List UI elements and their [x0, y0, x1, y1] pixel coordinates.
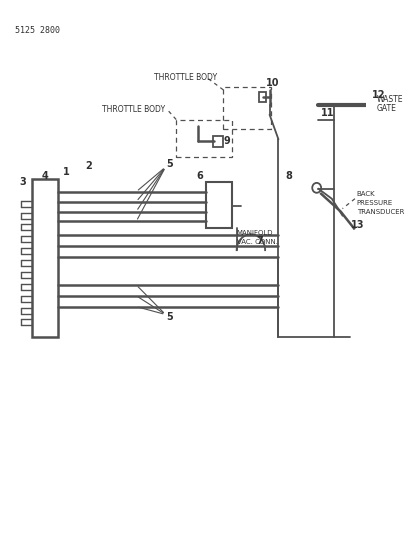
Text: VAC. CONN.: VAC. CONN. — [237, 239, 278, 245]
Bar — [213, 136, 223, 147]
Text: 2: 2 — [86, 161, 92, 171]
Text: 7: 7 — [256, 236, 263, 246]
Text: 4: 4 — [41, 171, 48, 181]
Text: 8: 8 — [286, 171, 293, 181]
Text: BACK: BACK — [357, 191, 375, 197]
Text: 13: 13 — [351, 221, 365, 230]
Text: 6: 6 — [197, 171, 204, 181]
Text: MANIFOLD: MANIFOLD — [237, 230, 273, 236]
Bar — [259, 92, 266, 102]
Bar — [176, 119, 232, 157]
Text: 5: 5 — [166, 159, 173, 169]
Text: GATE: GATE — [376, 104, 396, 113]
Text: 5125 2800: 5125 2800 — [15, 26, 60, 35]
Text: 1: 1 — [63, 167, 70, 177]
Text: TRANSDUCER: TRANSDUCER — [357, 208, 404, 215]
Text: 10: 10 — [266, 78, 279, 88]
Bar — [32, 179, 58, 337]
Text: 9: 9 — [224, 136, 230, 147]
Bar — [206, 182, 232, 229]
Text: 11: 11 — [321, 108, 334, 118]
Text: 5: 5 — [166, 312, 173, 322]
Text: WASTE: WASTE — [376, 95, 403, 104]
Text: THROTTLE BODY: THROTTLE BODY — [154, 74, 217, 83]
Text: 12: 12 — [372, 90, 385, 100]
Text: 3: 3 — [19, 177, 26, 187]
Text: PRESSURE: PRESSURE — [357, 200, 393, 206]
Text: THROTTLE BODY: THROTTLE BODY — [102, 105, 166, 114]
Bar — [223, 87, 271, 130]
